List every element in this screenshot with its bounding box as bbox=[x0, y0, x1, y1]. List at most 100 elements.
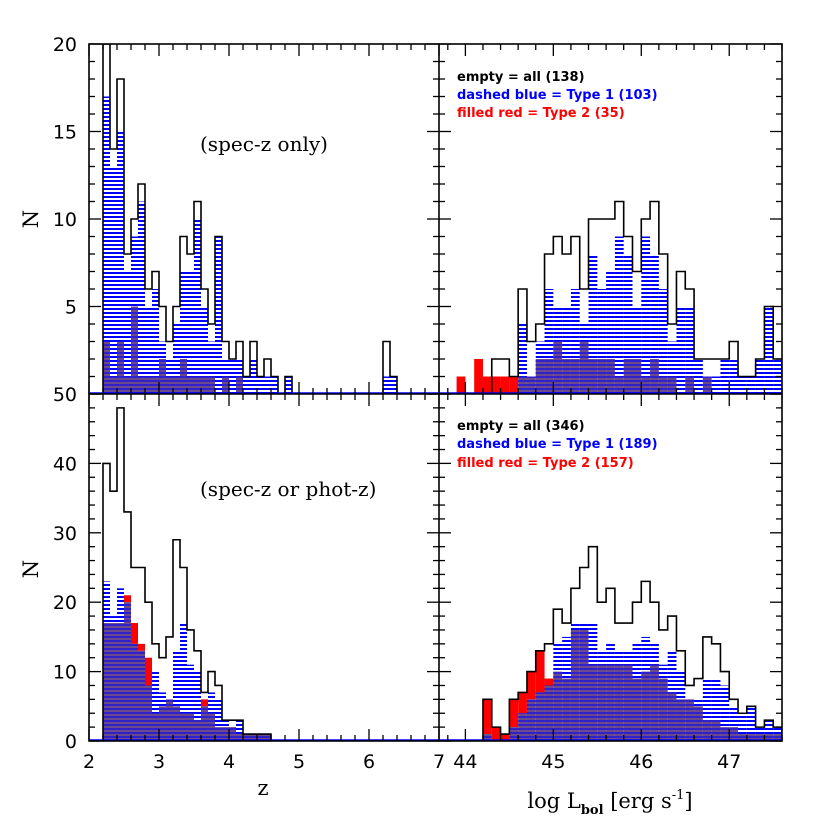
type2-bar bbox=[482, 376, 492, 394]
type1-bar bbox=[702, 678, 712, 741]
y-tick-label: 20 bbox=[53, 592, 77, 614]
all-step-outline bbox=[456, 545, 782, 741]
type2-bar bbox=[509, 699, 519, 728]
type2-bar-overlap-hatch bbox=[544, 685, 554, 741]
type1-bar bbox=[173, 324, 180, 394]
legend-type1-all: dashed blue = Type 1 (189) bbox=[457, 437, 658, 452]
type2-bar-overlap-hatch bbox=[667, 376, 677, 394]
histogram-lbol-all bbox=[439, 545, 817, 741]
type2-bar-overlap-hatch bbox=[208, 713, 215, 741]
type2-bar-overlap-hatch bbox=[694, 706, 703, 741]
type1-bar bbox=[641, 236, 651, 394]
type1-bar bbox=[152, 671, 159, 741]
type2-bar bbox=[544, 678, 554, 686]
type2-bar-overlap-hatch bbox=[124, 602, 131, 741]
type2-bar-overlap-hatch bbox=[509, 727, 519, 741]
type2-bar-overlap-hatch bbox=[208, 376, 215, 394]
all-step-outline bbox=[102, 44, 439, 394]
type1-bar bbox=[215, 699, 222, 741]
type2-bar-overlap-hatch bbox=[614, 664, 624, 741]
type1-bar bbox=[138, 201, 145, 394]
type2-bar-overlap-hatch bbox=[229, 727, 236, 741]
x-tick-label: 44 bbox=[453, 751, 477, 773]
type1-bar bbox=[383, 376, 390, 394]
type1-bar bbox=[729, 706, 739, 741]
type1-bar bbox=[738, 376, 747, 394]
type1-bar bbox=[667, 341, 677, 394]
type1-bar bbox=[738, 713, 747, 741]
x-tick-label: 7 bbox=[433, 751, 445, 773]
x-tick-label: 4 bbox=[223, 751, 235, 773]
type2-bar-overlap-hatch bbox=[650, 359, 659, 394]
type2-bar-overlap-hatch bbox=[782, 734, 791, 741]
type2-bar-overlap-hatch bbox=[187, 713, 194, 741]
type2-bar bbox=[474, 359, 483, 394]
type2-bar-overlap-hatch bbox=[518, 713, 527, 741]
type1-bar bbox=[271, 376, 278, 394]
y-tick-label: 10 bbox=[53, 662, 77, 684]
type2-bar-overlap-hatch bbox=[145, 376, 152, 394]
type2-bar-overlap-hatch bbox=[588, 359, 598, 394]
type2-bar-overlap-hatch bbox=[746, 734, 756, 741]
type2-bar-overlap-hatch bbox=[702, 376, 712, 394]
type2-bar-overlap-hatch bbox=[579, 629, 589, 741]
type1-bar bbox=[746, 706, 756, 741]
type2-bar-overlap-hatch bbox=[117, 623, 124, 741]
type2-bar-overlap-hatch bbox=[257, 734, 264, 741]
legend-all-all: empty = all (346) bbox=[457, 419, 585, 434]
type1-bar bbox=[215, 236, 222, 394]
type2-bar-overlap-hatch bbox=[623, 359, 633, 394]
type2-bar-overlap-hatch bbox=[588, 664, 598, 741]
type2-bar bbox=[456, 376, 466, 394]
type2-bar-overlap bbox=[791, 734, 800, 741]
y-axis-title-top: N bbox=[19, 210, 43, 228]
type2-bar-overlap-hatch bbox=[702, 720, 712, 741]
type1-bar bbox=[103, 96, 110, 394]
type1-bar bbox=[614, 236, 624, 394]
type2-bar-overlap-hatch bbox=[544, 359, 554, 394]
legend-type2-all: filled red = Type 2 (157) bbox=[457, 456, 634, 471]
type1-bar bbox=[264, 376, 271, 394]
type2-bar-overlap-hatch bbox=[250, 734, 257, 741]
type2-bar bbox=[131, 623, 138, 644]
type1-bar bbox=[623, 254, 633, 394]
type1-bar bbox=[194, 219, 201, 394]
type2-bar-overlap-hatch bbox=[215, 727, 222, 741]
type2-bar-overlap-hatch bbox=[579, 341, 589, 394]
type2-bar bbox=[535, 650, 545, 693]
type1-bar bbox=[187, 664, 194, 741]
type2-bar bbox=[145, 657, 152, 686]
type1-bar bbox=[808, 377, 817, 395]
type2-bar bbox=[500, 376, 510, 394]
type2-bar-overlap-hatch bbox=[535, 692, 545, 741]
type1-bar bbox=[570, 289, 580, 394]
type2-bar-overlap-hatch bbox=[236, 376, 243, 394]
x-axis-lbol-unit: [erg s bbox=[604, 789, 672, 813]
x-tick-label: 46 bbox=[629, 751, 653, 773]
type2-bar-overlap-hatch bbox=[166, 699, 173, 741]
type2-bar bbox=[124, 595, 131, 603]
type2-bar-overlap-hatch bbox=[110, 623, 117, 741]
type2-bar-overlap-hatch bbox=[159, 359, 166, 394]
type2-bar-overlap-hatch bbox=[482, 734, 492, 741]
type1-bar bbox=[711, 678, 721, 741]
legend-type1-spec: dashed blue = Type 1 (103) bbox=[457, 88, 658, 103]
type2-bar bbox=[201, 699, 208, 707]
annotation-spec-or-phot-z: (spec-z or phot-z) bbox=[200, 477, 376, 501]
type2-bar-overlap-hatch bbox=[773, 734, 782, 741]
type1-bar bbox=[588, 254, 598, 394]
x-tick-label: 6 bbox=[363, 751, 375, 773]
histogram-lbol-spec bbox=[439, 200, 817, 395]
all-step-outline bbox=[102, 407, 439, 741]
x-tick-label: 2 bbox=[83, 751, 95, 773]
type2-bar-overlap-hatch bbox=[236, 734, 243, 741]
type1-bar bbox=[236, 720, 243, 741]
type2-bar-overlap bbox=[782, 734, 791, 741]
type1-bar bbox=[544, 289, 554, 394]
type1-bar bbox=[808, 734, 817, 741]
type2-bar-overlap-hatch bbox=[641, 671, 651, 741]
type1-bar bbox=[755, 359, 765, 394]
type2-bar-overlap-hatch bbox=[720, 727, 730, 741]
type2-bar bbox=[491, 376, 501, 394]
